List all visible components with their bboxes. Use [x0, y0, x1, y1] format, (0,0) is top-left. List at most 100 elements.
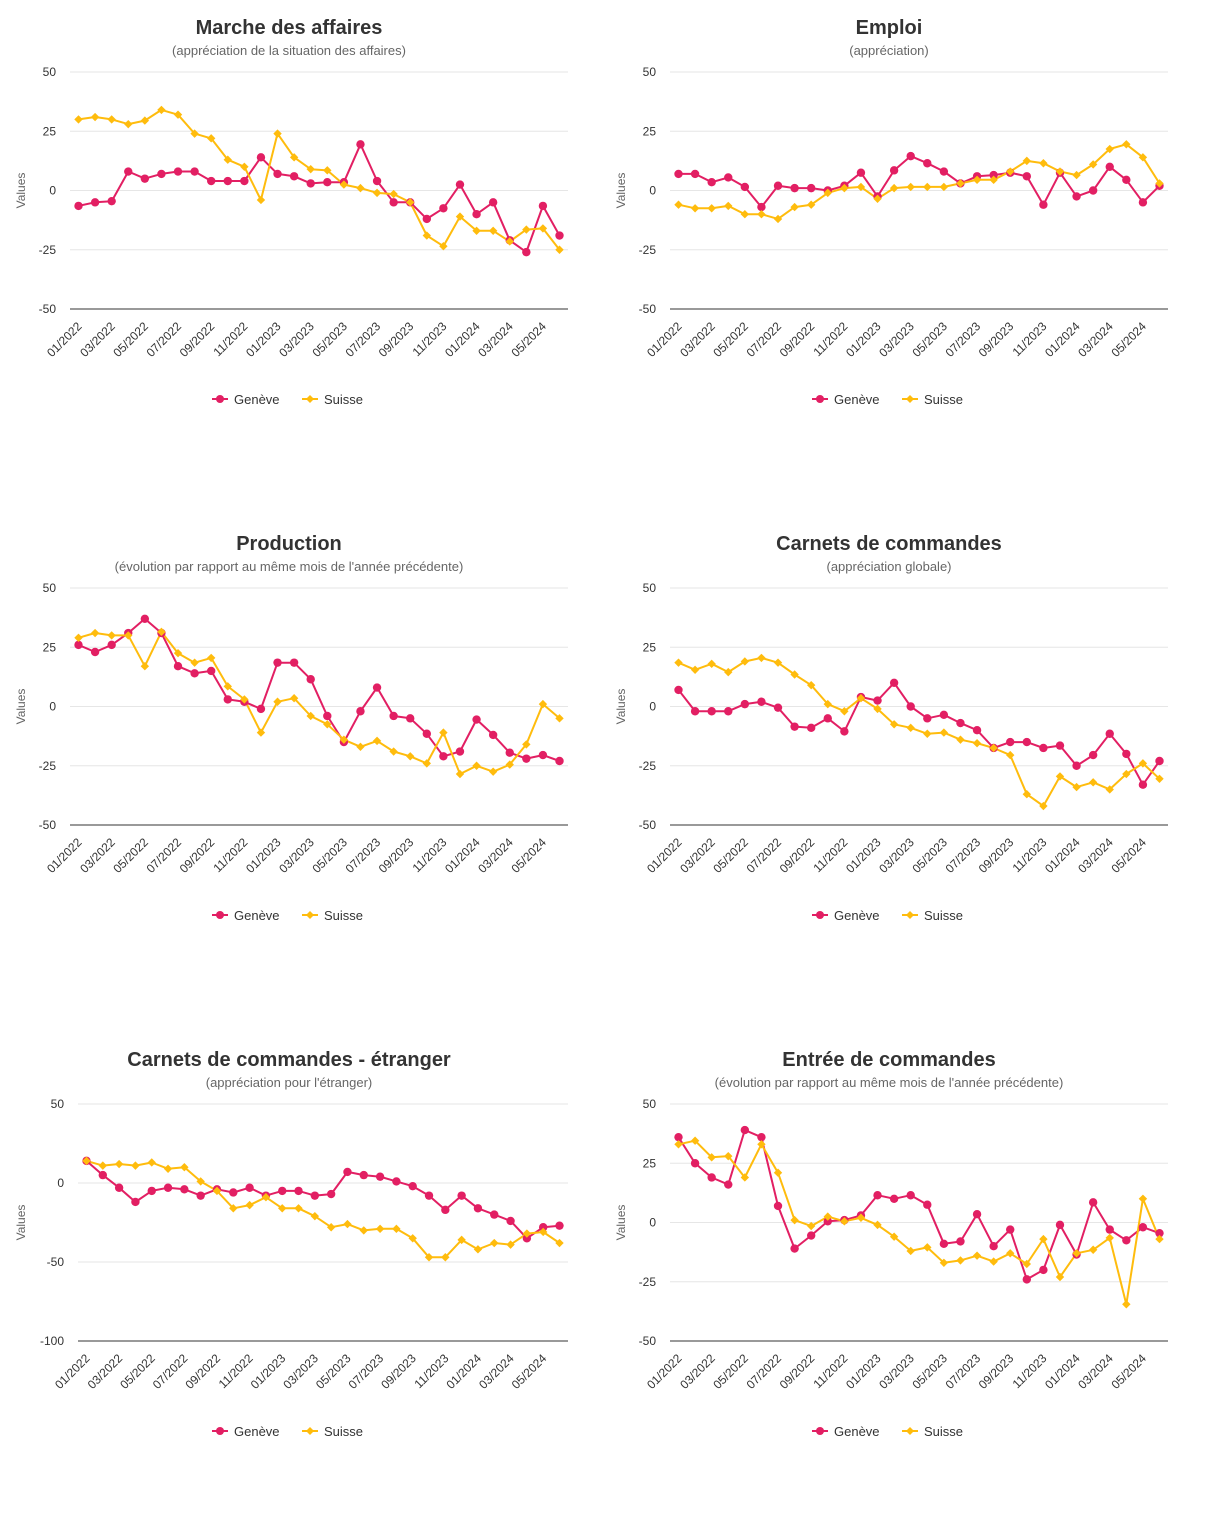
data-point-geneve[interactable]	[724, 707, 733, 716]
data-point-geneve[interactable]	[273, 169, 282, 179]
data-point-geneve[interactable]	[107, 640, 116, 650]
data-point-suisse[interactable]	[163, 1164, 173, 1173]
data-point-geneve[interactable]	[372, 176, 382, 186]
data-point-geneve[interactable]	[372, 683, 382, 692]
data-point-geneve[interactable]	[555, 231, 564, 240]
legend-item-suisse[interactable]: Suisse	[302, 1424, 363, 1439]
data-point-geneve[interactable]	[245, 1183, 254, 1192]
data-point-geneve[interactable]	[989, 170, 998, 180]
data-point-geneve[interactable]	[441, 1205, 450, 1215]
data-point-suisse[interactable]	[1138, 1194, 1148, 1203]
data-point-geneve[interactable]	[173, 167, 183, 176]
data-point-geneve[interactable]	[157, 169, 166, 179]
data-point-suisse[interactable]	[674, 200, 683, 209]
data-point-geneve[interactable]	[740, 1125, 750, 1135]
data-point-geneve[interactable]	[206, 666, 216, 676]
data-point-suisse[interactable]	[490, 1238, 499, 1248]
data-point-suisse[interactable]	[229, 1204, 238, 1213]
data-point-geneve[interactable]	[240, 176, 249, 186]
data-point-geneve[interactable]	[389, 198, 398, 207]
data-point-suisse[interactable]	[522, 1229, 532, 1238]
data-point-suisse[interactable]	[294, 1204, 303, 1213]
data-point-geneve[interactable]	[147, 1186, 156, 1196]
data-point-geneve[interactable]	[472, 715, 481, 724]
data-point-geneve[interactable]	[522, 247, 531, 257]
data-point-suisse[interactable]	[972, 739, 982, 748]
data-point-suisse[interactable]	[906, 182, 915, 192]
data-point-geneve[interactable]	[455, 747, 465, 756]
data-point-geneve[interactable]	[1155, 756, 1164, 766]
data-point-geneve[interactable]	[131, 1197, 140, 1207]
legend-item-geneve[interactable]: Genève	[212, 908, 280, 923]
data-point-suisse[interactable]	[359, 1226, 368, 1235]
data-point-geneve[interactable]	[1022, 737, 1032, 747]
data-point-suisse[interactable]	[472, 761, 481, 770]
data-point-geneve[interactable]	[74, 640, 83, 650]
data-point-geneve[interactable]	[190, 669, 199, 678]
data-point-suisse[interactable]	[707, 204, 716, 213]
data-point-geneve[interactable]	[455, 180, 465, 189]
data-point-geneve[interactable]	[457, 1191, 466, 1200]
data-point-geneve[interactable]	[74, 201, 83, 211]
data-point-geneve[interactable]	[674, 169, 683, 179]
data-point-suisse[interactable]	[339, 180, 349, 189]
data-point-suisse[interactable]	[1122, 769, 1131, 779]
data-point-suisse[interactable]	[1088, 160, 1098, 169]
data-point-suisse[interactable]	[840, 183, 849, 193]
data-point-suisse[interactable]	[473, 1245, 483, 1254]
data-point-geneve[interactable]	[1122, 1236, 1131, 1245]
data-point-suisse[interactable]	[107, 631, 116, 640]
data-point-suisse[interactable]	[372, 736, 382, 746]
data-point-suisse[interactable]	[1072, 170, 1081, 180]
data-point-suisse[interactable]	[439, 241, 448, 251]
data-point-geneve[interactable]	[190, 167, 199, 176]
data-point-geneve[interactable]	[1006, 737, 1015, 747]
data-point-suisse[interactable]	[674, 1140, 683, 1149]
data-point-geneve[interactable]	[538, 201, 548, 211]
data-point-geneve[interactable]	[473, 1204, 483, 1213]
data-point-suisse[interactable]	[223, 155, 232, 164]
data-point-geneve[interactable]	[956, 718, 965, 728]
data-point-suisse[interactable]	[757, 210, 766, 219]
data-point-suisse[interactable]	[406, 752, 415, 761]
data-point-suisse[interactable]	[190, 658, 199, 667]
data-point-geneve[interactable]	[790, 1244, 799, 1253]
data-point-geneve[interactable]	[1039, 1265, 1048, 1275]
data-point-suisse[interactable]	[505, 760, 514, 769]
data-point-suisse[interactable]	[790, 202, 799, 212]
legend-item-suisse[interactable]: Suisse	[302, 392, 363, 407]
data-point-geneve[interactable]	[1105, 1225, 1114, 1234]
data-point-suisse[interactable]	[173, 110, 183, 119]
data-point-suisse[interactable]	[375, 1224, 385, 1234]
data-point-geneve[interactable]	[522, 1234, 532, 1243]
data-point-suisse[interactable]	[406, 198, 415, 207]
data-point-geneve[interactable]	[356, 707, 365, 716]
data-point-geneve[interactable]	[439, 752, 448, 761]
data-point-geneve[interactable]	[873, 1191, 882, 1200]
data-point-geneve[interactable]	[408, 1181, 417, 1191]
data-point-geneve[interactable]	[889, 678, 899, 687]
data-point-suisse[interactable]	[505, 237, 514, 246]
data-point-suisse[interactable]	[989, 175, 998, 185]
data-point-geneve[interactable]	[790, 183, 799, 193]
data-point-geneve[interactable]	[359, 1170, 368, 1180]
data-point-suisse[interactable]	[923, 182, 932, 192]
data-point-geneve[interactable]	[140, 614, 150, 624]
data-point-suisse[interactable]	[555, 245, 564, 254]
data-point-geneve[interactable]	[505, 748, 514, 757]
data-point-geneve[interactable]	[773, 1201, 783, 1211]
legend-item-geneve[interactable]: Genève	[212, 392, 280, 407]
data-point-geneve[interactable]	[1138, 1223, 1148, 1232]
data-point-geneve[interactable]	[1155, 1228, 1164, 1238]
legend-item-geneve[interactable]: Genève	[812, 1424, 880, 1439]
data-point-suisse[interactable]	[372, 188, 382, 198]
data-point-geneve[interactable]	[707, 707, 716, 716]
data-point-geneve[interactable]	[392, 1177, 401, 1186]
data-point-geneve[interactable]	[306, 179, 315, 188]
data-point-suisse[interactable]	[773, 1168, 783, 1177]
data-point-suisse[interactable]	[1006, 750, 1015, 760]
data-point-geneve[interactable]	[424, 1191, 434, 1200]
data-point-geneve[interactable]	[180, 1185, 189, 1194]
legend-item-geneve[interactable]: Genève	[212, 1424, 280, 1439]
data-point-geneve[interactable]	[790, 722, 799, 731]
